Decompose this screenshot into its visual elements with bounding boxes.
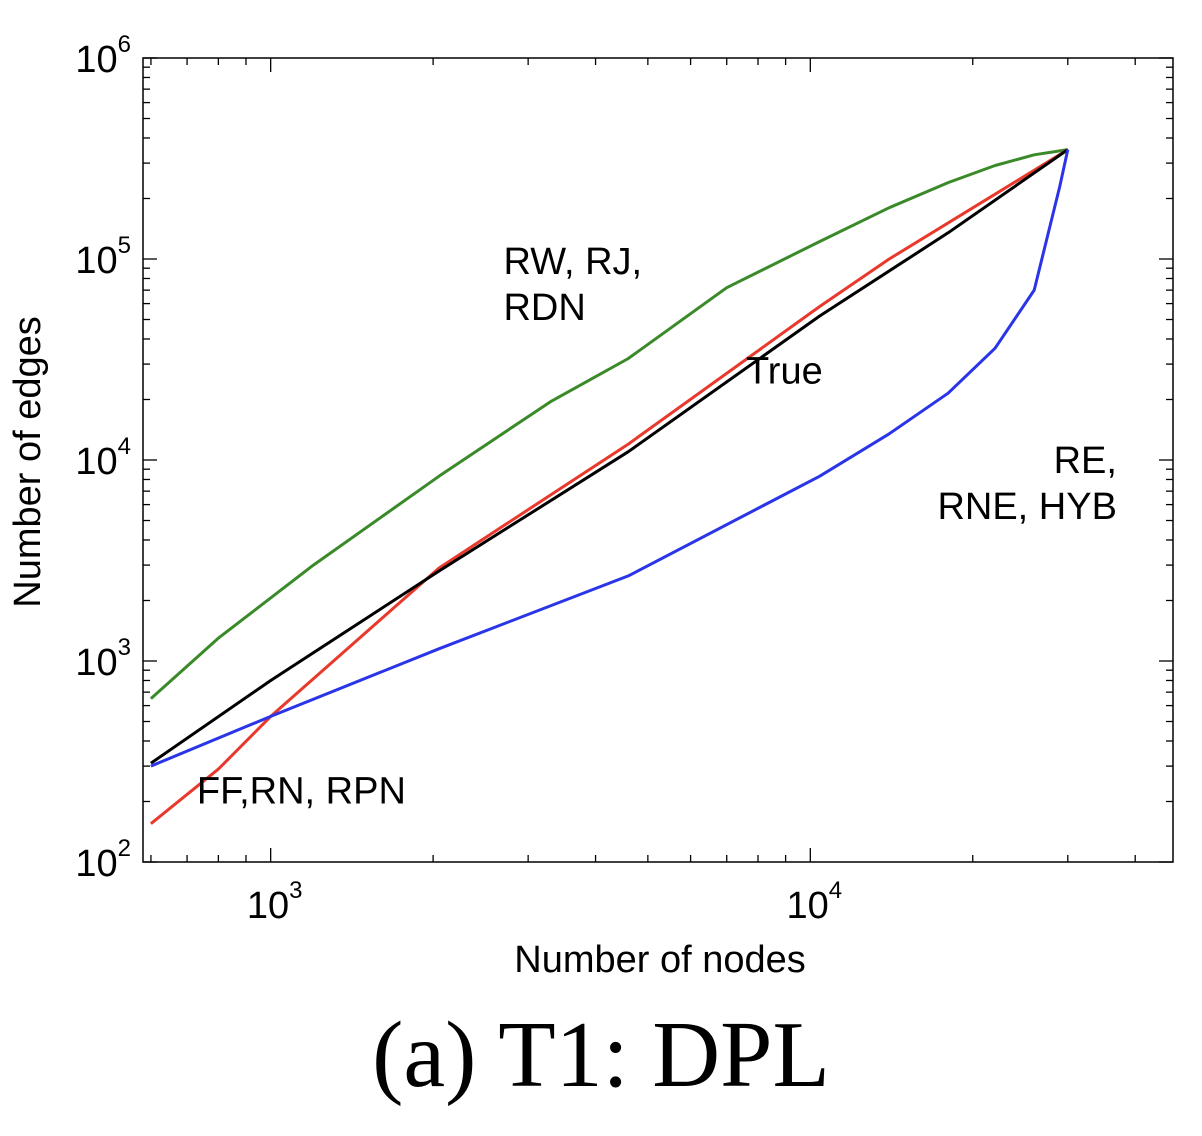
series-annotation-3: RE, RNE, HYB xyxy=(937,440,1116,528)
series-line-2 xyxy=(149,148,1069,825)
x-axis-label: Number of nodes xyxy=(514,939,806,981)
y-tick-label: 104 xyxy=(75,433,131,483)
series-line-4 xyxy=(150,149,1070,768)
y-tick-label: 106 xyxy=(75,31,131,81)
series-annotation-2: True xyxy=(746,351,823,393)
x-tick-label: 104 xyxy=(786,877,842,927)
series-annotation-4: FF,RN, RPN xyxy=(197,771,406,813)
y-tick-label: 102 xyxy=(75,835,131,885)
x-tick-label: 103 xyxy=(247,877,303,927)
figure-caption: (a) T1: DPL xyxy=(372,1003,830,1107)
axis-ticks: 102 103 104 105 106 103 104 xyxy=(75,31,1173,927)
chart: 102 103 104 105 106 103 104 RW, RJ, RDN True RE, R… xyxy=(7,31,1174,981)
y-tick-label: 105 xyxy=(75,232,131,282)
series-line-1 xyxy=(149,148,1069,700)
annotations: RW, RJ, RDN True RE, RNE, HYB FF,RN, RPN xyxy=(197,241,1117,812)
y-axis-label: Number of edges xyxy=(7,316,49,608)
series-layer xyxy=(149,148,1070,825)
series-line-3 xyxy=(150,148,1069,765)
y-tick-label: 103 xyxy=(75,634,131,684)
series-annotation-1: RW, RJ, RDN xyxy=(503,241,642,329)
